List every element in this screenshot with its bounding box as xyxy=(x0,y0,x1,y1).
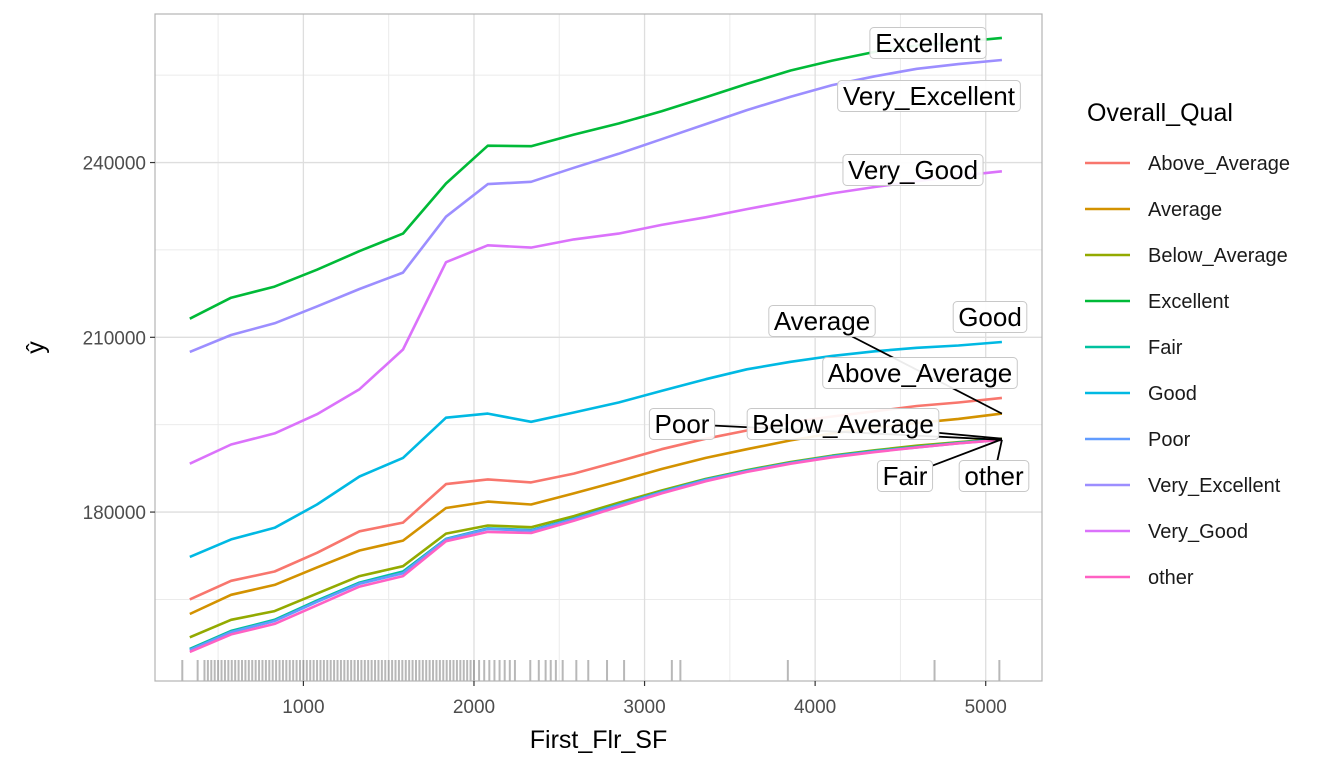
end-label-leader xyxy=(996,439,1003,461)
end-label-text: Fair xyxy=(883,461,928,491)
end-label-text: Excellent xyxy=(875,28,981,58)
end-label-text: Below_Average xyxy=(752,409,934,439)
end-label-box xyxy=(768,305,876,337)
legend-label: Below_Average xyxy=(1148,245,1288,267)
legend-item: Very_Excellent xyxy=(1085,475,1281,497)
end-label: Fair xyxy=(876,438,1003,492)
end-label: Very_Good xyxy=(842,154,984,186)
end-label-box xyxy=(822,357,1018,389)
legend-label: Very_Excellent xyxy=(1148,475,1281,497)
legend-label: other xyxy=(1148,567,1194,589)
end-label-box xyxy=(837,80,1021,112)
end-label-text: Very_Excellent xyxy=(843,81,1016,111)
legend-item: Above_Average xyxy=(1085,153,1290,175)
legend-label: Above_Average xyxy=(1148,153,1290,175)
end-label-text: Average xyxy=(774,306,870,336)
series-line xyxy=(189,36,1003,320)
end-label-text: other xyxy=(964,461,1024,491)
plot-grid xyxy=(155,14,1042,681)
legend-title: Overall_Qual xyxy=(1087,99,1233,127)
x-axis-title: First_Flr_SF xyxy=(530,726,668,754)
series-line xyxy=(189,170,1003,465)
x-axis-ticks: 1000 2000 3000 4000 5000 xyxy=(282,681,1007,718)
legend-label: Good xyxy=(1148,383,1197,405)
legend-label: Poor xyxy=(1148,429,1191,451)
end-label-leader xyxy=(932,438,1003,467)
y-tick-label: 210000 xyxy=(83,328,146,349)
legend-item: Very_Good xyxy=(1085,521,1248,543)
end-label-box xyxy=(952,301,1028,333)
legend-item: Below_Average xyxy=(1085,245,1288,267)
legend-label: Average xyxy=(1148,199,1222,221)
end-label: Very_Excellent xyxy=(837,80,1021,112)
legend-item: Excellent xyxy=(1085,291,1230,313)
end-label-leader xyxy=(938,431,1002,440)
x-tick-label: 3000 xyxy=(623,697,665,718)
series-line xyxy=(189,438,1003,654)
end-label: Excellent xyxy=(869,27,987,59)
end-label-box xyxy=(746,408,940,440)
x-tick-label: 4000 xyxy=(794,697,836,718)
legend-item: other xyxy=(1085,567,1194,589)
end-label: Good xyxy=(952,301,1028,333)
panel-border xyxy=(154,13,1043,682)
legend: Overall_Qual Above_Average Average Below_A… xyxy=(1085,99,1290,589)
y-tick-label: 180000 xyxy=(83,503,146,524)
legend-item: Fair xyxy=(1085,337,1183,359)
end-label-text: Above_Average xyxy=(828,358,1013,388)
end-label: other xyxy=(958,439,1030,492)
end-label: Above_Average xyxy=(822,357,1018,389)
legend-label: Excellent xyxy=(1148,291,1230,313)
series-line xyxy=(189,58,1003,354)
legend-item: Poor xyxy=(1085,429,1191,451)
end-label-box xyxy=(958,460,1030,492)
y-axis-ticks: 180000 210000 240000 xyxy=(83,154,155,524)
legend-item: Good xyxy=(1085,383,1197,405)
end-label: Average xyxy=(768,305,1003,415)
legend-label: Fair xyxy=(1148,337,1183,359)
end-label-text: Poor xyxy=(655,409,710,439)
end-label-box xyxy=(842,154,984,186)
rug-marks xyxy=(181,660,1001,681)
end-label: Poor xyxy=(648,408,1002,441)
end-label-box xyxy=(876,460,934,492)
y-axis-title: ŷ xyxy=(22,341,50,354)
end-label-box xyxy=(648,408,716,440)
y-tick-label: 240000 xyxy=(83,154,146,175)
x-tick-label: 5000 xyxy=(965,697,1007,718)
end-labels: Excellent Very_Excellent Very_Good Average G… xyxy=(648,27,1030,492)
x-tick-label: 2000 xyxy=(453,697,495,718)
end-label-text: Very_Good xyxy=(848,155,978,185)
series-line xyxy=(189,340,1003,559)
x-tick-label: 1000 xyxy=(282,697,324,718)
end-label-text: Good xyxy=(958,302,1022,332)
end-label: Below_Average xyxy=(746,408,1002,440)
legend-item: Average xyxy=(1085,199,1222,221)
legend-label: Very_Good xyxy=(1148,521,1248,543)
end-label-box xyxy=(869,27,987,59)
